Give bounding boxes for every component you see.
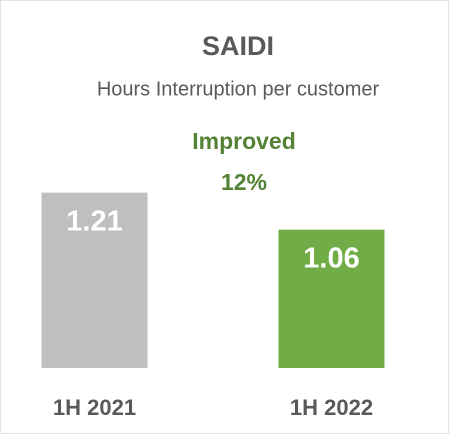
- annotation: 12%: [221, 169, 267, 195]
- x-tick-label: 1H 2021: [53, 395, 136, 420]
- chart-title: SAIDI: [202, 31, 274, 61]
- chart-subtitle: Hours Interruption per customer: [97, 78, 380, 100]
- bar: [41, 192, 148, 368]
- data-label: 1.06: [303, 242, 359, 274]
- data-label: 1.21: [66, 205, 122, 237]
- annotation: Improved: [192, 128, 296, 154]
- bar: [278, 229, 385, 368]
- x-tick-label: 1H 2022: [290, 395, 373, 420]
